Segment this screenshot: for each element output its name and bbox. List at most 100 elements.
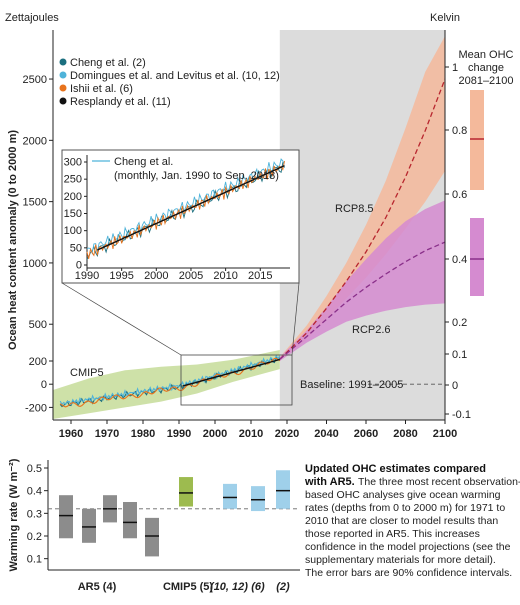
y-tick-label-left: -200: [25, 402, 47, 414]
caption-line: 2010 that are closer to model results th…: [305, 515, 498, 527]
inset-connector-right: [291, 282, 300, 356]
error-bar: [82, 508, 96, 543]
y-tick-label-right: 0.2: [452, 317, 467, 329]
warming-rate-chart: 0.1 0.2 0.3 0.4 0.5 Warming rate (W m⁻²) AR5 (…: [8, 458, 300, 593]
obs-line-1: [59, 354, 281, 406]
group-label: AR5 (4): [78, 581, 117, 593]
inset-y-tick-label: 300: [64, 157, 82, 169]
inset-x-tick-label: 2010: [213, 270, 237, 282]
y-tick-label-left: 2000: [23, 135, 47, 147]
y-tick-label-left: 0: [41, 379, 47, 391]
inset-line-2: [86, 160, 285, 260]
x-tick-label: 1970: [95, 428, 119, 440]
y-axis-title: Ocean heat content anomaly (0 to 2000 m): [7, 130, 19, 350]
legend-marker: [59, 71, 67, 79]
units-right-label: Kelvin: [430, 12, 460, 24]
legend-marker: [59, 97, 67, 105]
bottom-y-tick-label: 0.4: [27, 486, 42, 498]
caption-line: supplementary materials for more detail)…: [305, 554, 496, 566]
inset-y-tick-label: 200: [64, 191, 82, 203]
caption-line: based OHC analyses give ocean warming: [305, 489, 501, 501]
bottom-y-title: Warming rate (W m⁻²): [8, 458, 20, 571]
x-tick-label: 1980: [131, 428, 155, 440]
rcp26-mean-line: [279, 241, 446, 360]
caption-line: The three most recent observation-: [358, 476, 520, 488]
caption-heading: Updated OHC estimates compared: [305, 463, 486, 475]
legend-label: Cheng et al. (2): [70, 57, 146, 69]
bottom-y-tick-label: 0.3: [27, 508, 42, 520]
y-tick-label-right: 1: [452, 62, 458, 74]
rcp26-label: RCP2.6: [352, 324, 391, 336]
inset-y-tick-label: 50: [70, 242, 82, 254]
bottom-y-tick-label: 0.2: [27, 531, 42, 543]
caption-line: those reported in AR5. This increases: [305, 528, 480, 540]
legend-label: Resplandy et al. (11): [70, 96, 171, 108]
legend-label: Ishii et al. (6): [70, 83, 133, 95]
group-label: (6): [251, 581, 265, 593]
inset-y-tick-label: 100: [64, 225, 82, 237]
units-left-label: Zettajoules: [5, 12, 59, 24]
y-tick-label-left: 1000: [23, 258, 47, 270]
inset-x-tick-label: 2005: [179, 270, 203, 282]
legend-label: Domingues et al. and Levitus et al. (10,…: [70, 70, 280, 82]
legend-marker: [59, 84, 67, 92]
error-bar: [123, 502, 137, 539]
inset-y-tick-label: 250: [64, 174, 82, 186]
y-tick-label-right: 0: [452, 380, 458, 392]
error-bar: [251, 486, 265, 512]
rcp85-mean-line: [279, 78, 446, 360]
inset-line-3: [97, 165, 285, 251]
cmip5-label: CMIP5: [70, 367, 104, 379]
mean-change-title: change: [468, 62, 504, 74]
caption-heading: with AR5.: [304, 476, 355, 488]
x-tick-label: 2080: [393, 428, 417, 440]
inset-x-tick-label: 2000: [144, 270, 168, 282]
x-tick-label: 1990: [167, 428, 191, 440]
inset-x-tick-label: 1990: [75, 270, 99, 282]
y-tick-label-left: 1500: [23, 197, 47, 209]
group-label: (2): [276, 581, 290, 593]
mean-change-title: 2081–2100: [458, 75, 513, 87]
y-tick-label-right: 0.4: [452, 254, 467, 266]
group-label: (10, 12): [210, 581, 248, 593]
x-tick-label: 2010: [239, 428, 263, 440]
rcp85-label: RCP8.5: [335, 203, 374, 215]
cmip5-band: [53, 350, 280, 419]
y-tick-label-right: 0.6: [452, 189, 467, 201]
inset-connector-left: [61, 282, 182, 356]
inset-x-tick-label: 1995: [109, 270, 133, 282]
y-tick-label-left: 500: [29, 319, 47, 331]
obs-line-3: [182, 358, 280, 387]
error-bar: [145, 517, 159, 557]
legend-marker: [59, 58, 67, 66]
error-bar: [179, 477, 193, 507]
inset-title: Cheng et al.: [114, 156, 173, 168]
x-tick-label: 1960: [59, 428, 83, 440]
y-tick-label-right: 0.8: [452, 125, 467, 137]
inset-y-tick-label: 0: [76, 260, 82, 272]
rcp85-band: [279, 36, 445, 361]
mean-change-title: Mean OHC: [458, 49, 513, 61]
error-bar: [276, 470, 290, 509]
obs-line-2: [59, 357, 281, 408]
group-label: CMIP5 (5): [163, 581, 213, 593]
bottom-y-tick-label: 0.5: [27, 463, 42, 475]
mean-change-bar: [470, 218, 484, 296]
y-tick-label-left: 200: [29, 356, 47, 368]
inset-x-tick-label: 2015: [248, 270, 272, 282]
x-tick-label: 2060: [354, 428, 378, 440]
x-tick-label: 2100: [433, 428, 457, 440]
mean-change-bar: [470, 90, 484, 190]
error-bar: [59, 495, 73, 539]
error-bar: [223, 483, 237, 509]
main-chart: Baseline: 1991–2005-20002005001000150020…: [5, 12, 514, 440]
inset-zoom-box: [180, 354, 293, 406]
baseline-label: Baseline: 1991–2005: [300, 379, 403, 391]
y-tick-label-right: 0.1: [452, 349, 467, 361]
inset-y-tick-label: 150: [64, 208, 82, 220]
caption-line: confidence in the model projections (see…: [305, 541, 511, 553]
inset-line-1: [86, 158, 285, 255]
caption-line: The error bars are 90% confidence interv…: [305, 567, 512, 579]
inset-subtitle: (monthly, Jan. 1990 to Sep. 2018): [114, 170, 279, 182]
